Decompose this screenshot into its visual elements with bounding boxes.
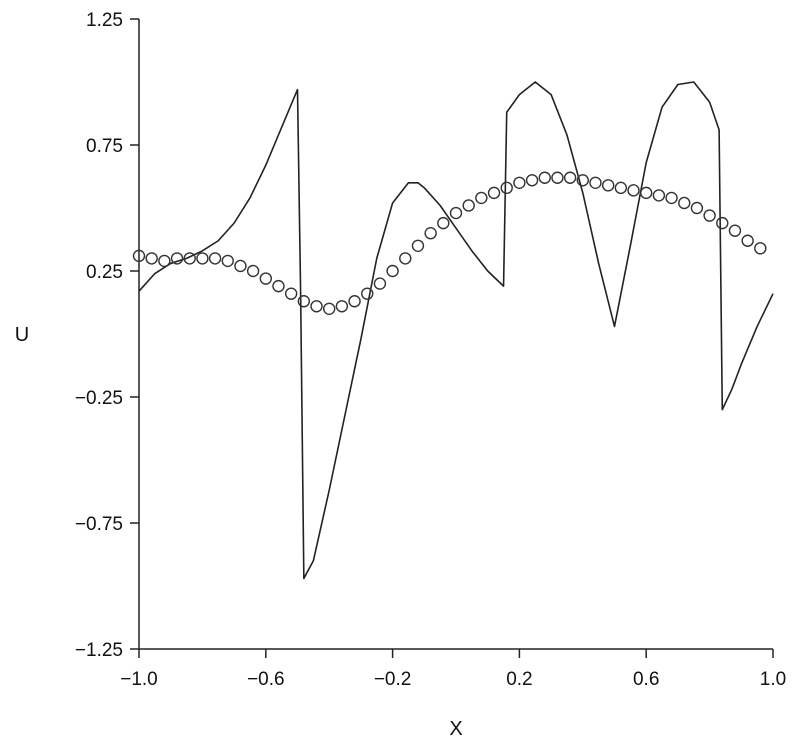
data-point-marker [678,196,691,210]
y-tick-label: 1.25 [86,10,123,31]
data-point-marker [614,181,628,195]
y-tick-label: 0.75 [86,136,123,157]
data-point-marker [640,186,653,200]
data-point-marker [601,179,615,192]
data-point-marker [589,176,602,190]
data-point-marker [284,287,298,300]
data-point-marker [221,254,234,268]
data-point-marker [627,184,640,197]
data-point-marker [196,252,209,265]
y-tick-label: −0.75 [75,514,123,535]
data-point-marker [297,295,311,308]
data-point-marker [728,224,742,237]
data-point-marker [716,216,729,230]
data-point-marker [500,181,513,195]
series-layer [132,81,774,580]
data-point-marker [158,254,171,268]
x-tick-label: −0.6 [247,669,285,690]
data-point-marker [132,249,146,263]
x-tick-label: 1.0 [760,669,786,690]
data-point-marker [462,199,475,212]
solution-line [138,81,774,580]
x-tick-label: −0.2 [374,669,412,690]
data-point-marker [348,295,361,308]
data-point-marker [754,242,767,255]
data-point-marker [234,259,247,273]
data-point-marker [335,300,349,313]
data-point-marker [487,186,501,200]
data-point-marker [538,171,551,184]
data-point-marker [145,252,158,265]
data-point-marker [525,174,539,187]
data-point-marker [513,176,526,190]
y-axis-label: U [15,324,29,346]
y-ticks: 1.25 0.75 0.25 −0.25 −0.75 −1.25 [75,10,139,661]
data-point-marker [246,264,260,278]
data-point-marker [399,252,412,265]
data-point-marker [323,302,336,315]
data-point-marker [449,206,463,220]
data-point-marker [208,252,222,265]
data-point-marker [665,191,678,205]
data-point-marker [272,279,285,293]
x-tick-label: 0.6 [633,669,659,690]
x-axis-label: X [449,718,462,740]
data-point-marker [170,252,184,265]
data-point-marker [183,252,196,265]
data-point-marker [259,272,272,285]
x-ticks: −1.0 −0.6 −0.2 0.2 0.6 1.0 [120,649,786,690]
data-point-marker [576,174,589,187]
data-point-marker [437,216,450,230]
data-point-marker [703,209,716,222]
data-point-marker [424,226,437,240]
data-point-marker [310,300,323,313]
data-point-marker [652,189,666,202]
data-point-marker [411,239,425,253]
data-point-marker [373,277,387,290]
x-tick-label: 0.2 [506,669,532,690]
data-point-marker [475,191,488,205]
data-point-marker [563,171,577,184]
data-point-marker [361,287,374,300]
x-tick-label: −1.0 [120,669,158,690]
data-point-marker [741,234,754,247]
data-point-marker [690,201,704,215]
data-point-marker [551,171,564,184]
y-tick-label: −1.25 [75,640,123,661]
y-tick-label: −0.25 [75,388,123,409]
data-point-marker [386,264,399,278]
y-tick-label: 0.25 [86,262,123,283]
